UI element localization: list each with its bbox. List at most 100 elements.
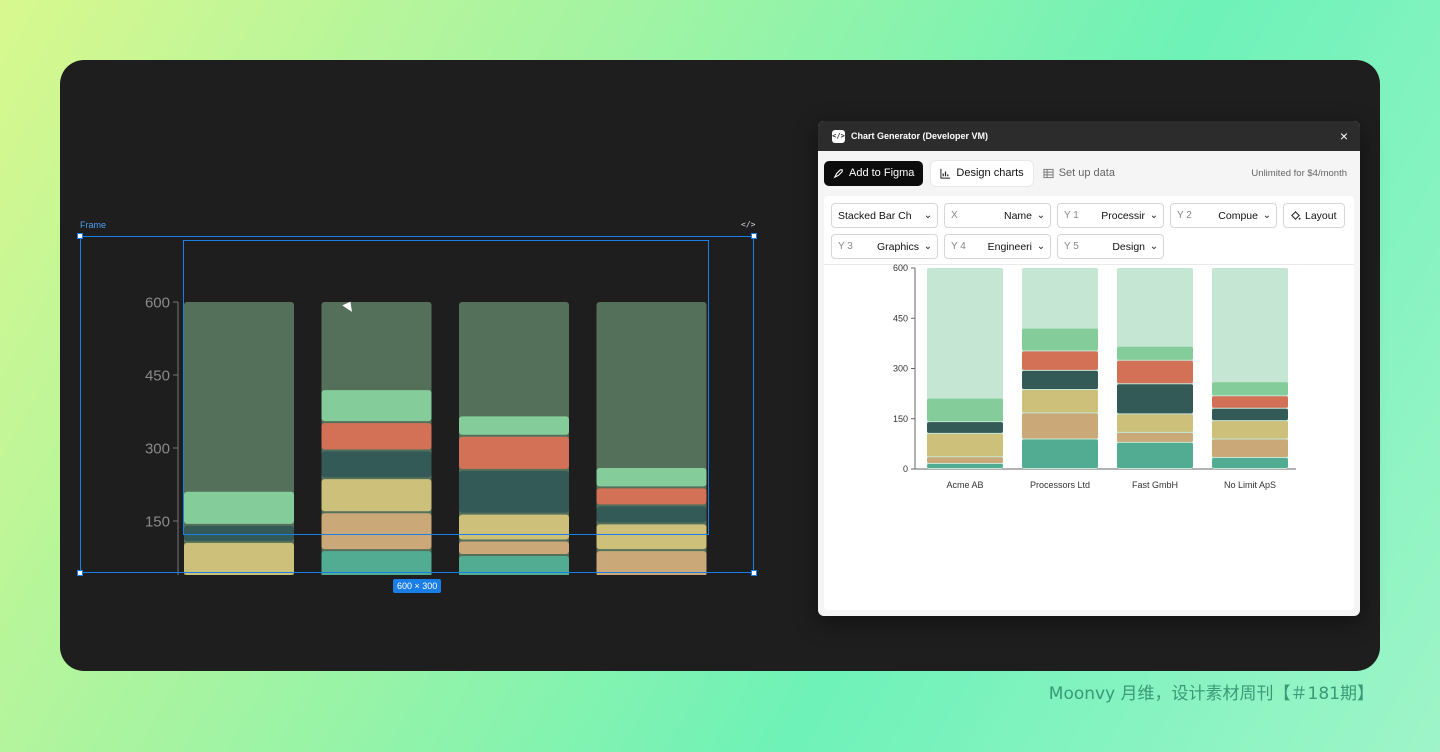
bar-segment xyxy=(1022,328,1098,351)
bar-segment xyxy=(1117,414,1193,432)
bar-background xyxy=(1212,268,1288,469)
add-to-figma-label: Add to Figma xyxy=(849,167,915,179)
y-tick-label: 450 xyxy=(145,367,170,384)
bar-segment xyxy=(321,390,432,422)
layout-label: Layout xyxy=(1305,209,1337,222)
y-tick-label: 300 xyxy=(893,364,908,374)
y4-select[interactable]: Y 4 Engineeri ⌄ xyxy=(944,234,1051,259)
y-tick-label: 150 xyxy=(145,513,170,530)
close-icon[interactable]: × xyxy=(1339,128,1348,144)
resize-handle-top-right[interactable] xyxy=(751,233,757,239)
select-value: Compue xyxy=(1218,209,1258,222)
chevron-down-icon: ⌄ xyxy=(923,210,933,221)
select-value: Engineeri xyxy=(987,240,1032,253)
bar-segment xyxy=(1117,384,1193,414)
select-key: X xyxy=(951,210,958,221)
select-value: Stacked Bar Ch xyxy=(838,209,912,222)
paint-bucket-icon xyxy=(1291,211,1301,220)
bar-segment xyxy=(1022,413,1098,439)
bar-segment xyxy=(1212,396,1288,408)
bar-segment xyxy=(927,457,1003,463)
bar-segment xyxy=(596,506,707,523)
preview-bar-chart: 0 150 300 450 600 Acme AB Processors Ltd Fast G… xyxy=(893,263,1296,490)
plugin-toolbar: Add to Figma Design charts Set up data U… xyxy=(818,151,1360,195)
tab-design-charts[interactable]: Design charts xyxy=(931,160,1033,186)
resize-handle-bottom-left[interactable] xyxy=(77,570,83,576)
select-key: Y 1 xyxy=(1064,210,1079,221)
y-tick-label: 0 xyxy=(903,464,908,474)
upsell-link[interactable]: Unlimited for $4/month xyxy=(1251,167,1347,179)
layout-button[interactable]: Layout xyxy=(1283,203,1345,228)
tab-data-label: Set up data xyxy=(1058,167,1115,179)
bar-segment xyxy=(927,433,1003,457)
bar-segment xyxy=(1117,442,1193,468)
bar-segment xyxy=(1212,382,1288,396)
bar-segment xyxy=(1212,408,1288,421)
rocket-icon xyxy=(833,168,843,178)
chevron-down-icon: ⌄ xyxy=(1036,210,1046,221)
bar-segment xyxy=(1212,457,1288,468)
y-tick-label: 600 xyxy=(893,263,908,273)
bar-segment xyxy=(596,488,707,505)
code-icon: </> xyxy=(741,220,756,229)
chevron-down-icon: ⌄ xyxy=(1149,241,1159,252)
resize-handle-top-left[interactable] xyxy=(77,233,83,239)
y3-select[interactable]: Y 3 Graphics ⌄ xyxy=(831,234,938,259)
bar-segment xyxy=(459,436,569,469)
bar-segment xyxy=(459,416,569,435)
select-value: Name xyxy=(1003,209,1032,222)
bar-chart-icon xyxy=(940,168,951,179)
y5-select[interactable]: Y 5 Design ⌄ xyxy=(1057,234,1164,259)
select-key: Y 2 xyxy=(1177,210,1192,221)
tab-set-up-data[interactable]: Set up data xyxy=(1041,161,1117,186)
table-icon xyxy=(1043,168,1054,178)
bar-segment xyxy=(321,423,432,450)
bar-segment xyxy=(596,551,707,575)
resize-handle-bottom-right[interactable] xyxy=(751,570,757,576)
footer-caption: Moonvy 月维，设计素材周刊【＃181期】 xyxy=(1048,684,1374,704)
bar-segment xyxy=(1022,351,1098,370)
size-badge: 600 × 300 xyxy=(393,579,442,593)
select-value: Processir xyxy=(1101,209,1145,222)
chart-type-select[interactable]: Stacked Bar Ch ⌄ xyxy=(831,203,938,228)
bar-segment xyxy=(927,422,1003,433)
select-value: Design xyxy=(1112,240,1145,253)
chart-controls: Stacked Bar Ch ⌄ X Name ⌄ Y 1 Processir … xyxy=(824,196,1354,265)
x-select[interactable]: X Name ⌄ xyxy=(944,203,1051,228)
chevron-down-icon: ⌄ xyxy=(923,241,933,252)
bar-segment xyxy=(1212,439,1288,457)
y1-select[interactable]: Y 1 Processir ⌄ xyxy=(1057,203,1164,228)
plugin-titlebar[interactable]: </> Chart Generator (Developer VM) × xyxy=(818,121,1360,151)
bar-segment xyxy=(1117,360,1193,384)
select-value: Graphics xyxy=(876,240,919,253)
bar-segment xyxy=(459,556,569,575)
bar-segment xyxy=(1022,370,1098,389)
bar-segment xyxy=(927,398,1003,422)
bar-segment xyxy=(321,479,432,512)
bar-segment xyxy=(596,524,707,550)
y-tick-label: 150 xyxy=(893,414,908,424)
chevron-down-icon: ⌄ xyxy=(1036,241,1046,252)
bar-segment xyxy=(184,542,294,575)
bar-segment xyxy=(321,513,432,550)
y2-select[interactable]: Y 2 Compue ⌄ xyxy=(1170,203,1277,228)
frame-label[interactable]: Frame xyxy=(80,220,107,230)
code-icon: </> xyxy=(832,129,845,143)
select-key: Y 4 xyxy=(951,241,966,252)
bar-segment xyxy=(184,491,294,524)
bar-segment xyxy=(1022,439,1098,468)
bar-segment xyxy=(1212,421,1288,439)
plugin-title: Chart Generator (Developer VM) xyxy=(851,131,989,141)
bar-segment xyxy=(927,463,1003,468)
x-tick-label: Acme AB xyxy=(946,480,983,490)
bar-segment xyxy=(321,551,432,575)
add-to-figma-button[interactable]: Add to Figma xyxy=(824,160,924,186)
bar-segment xyxy=(459,514,569,540)
tab-design-label: Design charts xyxy=(956,167,1024,179)
bar-segment xyxy=(321,451,432,478)
chevron-down-icon: ⌄ xyxy=(1149,210,1159,221)
select-key: Y 3 xyxy=(838,241,853,252)
bar-segment xyxy=(1117,346,1193,360)
bar-segment xyxy=(459,541,569,555)
